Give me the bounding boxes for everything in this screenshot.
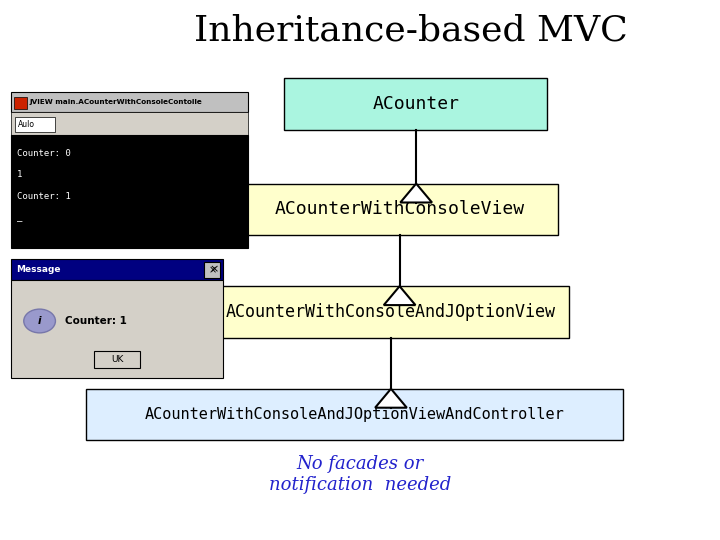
Bar [284,78,547,130]
Text: _: _ [17,213,22,222]
Bar [11,259,223,280]
Text: ACounterWithConsoleView: ACounterWithConsoleView [274,200,525,218]
Text: ACounterWithConsoleAndJOptionViewAndController: ACounterWithConsoleAndJOptionViewAndCont… [145,407,564,422]
Polygon shape [400,184,432,202]
Text: 1: 1 [17,170,22,179]
Bar [212,286,569,338]
Circle shape [24,309,55,333]
Bar [204,262,220,278]
Text: No facades or
notification  needed: No facades or notification needed [269,455,451,494]
Polygon shape [384,286,415,305]
Bar [86,389,623,440]
Text: i: i [38,316,41,326]
Text: Counter: 0: Counter: 0 [17,148,71,158]
Bar [15,117,55,132]
Bar [94,351,140,368]
Text: Counter: 1: Counter: 1 [17,192,71,201]
Text: Counter: 1: Counter: 1 [65,316,127,326]
Bar [11,112,248,135]
Bar [11,280,223,378]
Text: Aulo: Aulo [18,120,35,129]
Bar [11,135,248,248]
Bar [241,184,558,235]
Text: JVIEW main.ACounterWithConsoleContolle: JVIEW main.ACounterWithConsoleContolle [30,99,202,105]
Text: Message: Message [17,265,61,274]
Polygon shape [375,389,407,408]
Bar [14,97,27,109]
Text: ACounter: ACounter [372,95,459,113]
Text: ×: × [208,265,217,275]
Bar [11,92,248,112]
Text: UK: UK [111,355,123,364]
Text: ACounterWithConsoleAndJOptionView: ACounterWithConsoleAndJOptionView [225,303,556,321]
Text: ×: × [210,265,220,274]
Text: Inheritance-based MVC: Inheritance-based MVC [194,14,627,48]
